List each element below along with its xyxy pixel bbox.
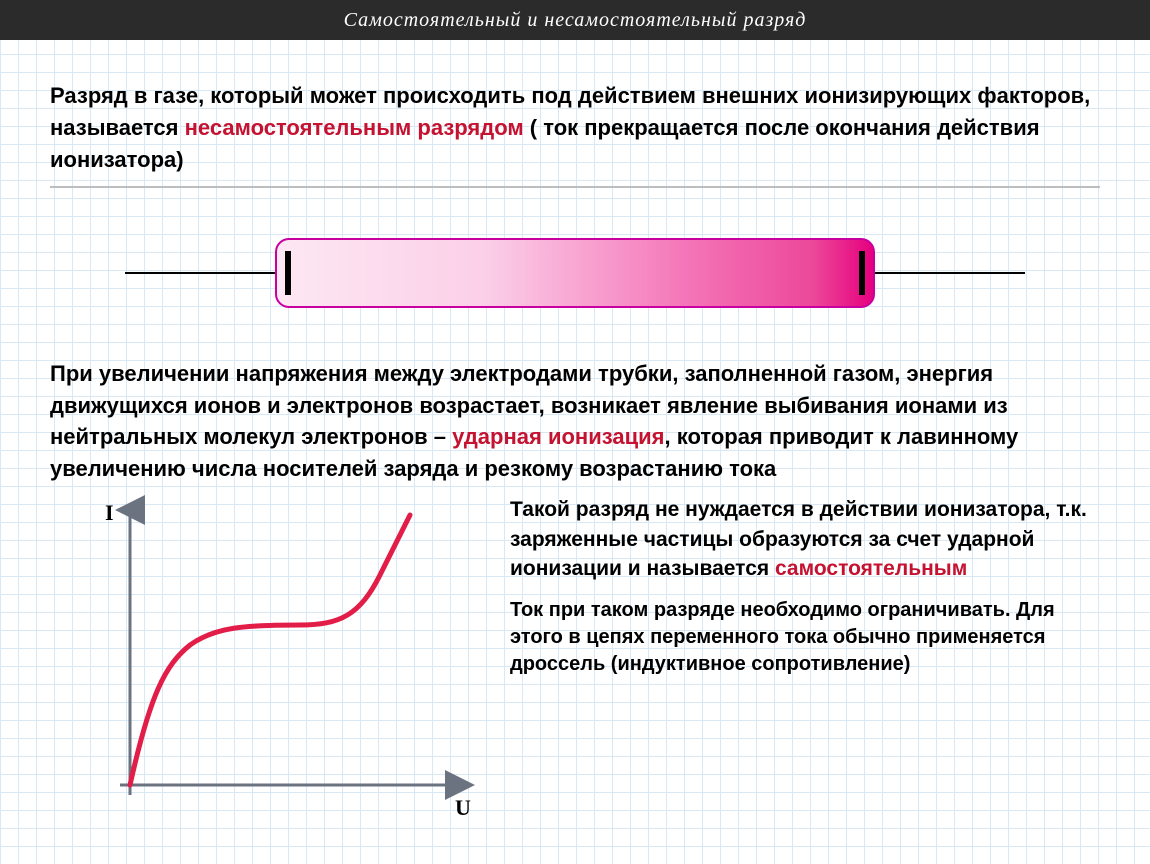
paragraph-4: Ток при таком разряде необходимо огранич… (510, 597, 1100, 678)
paragraph-3: Такой разряд не нуждается в действии ион… (510, 495, 1100, 583)
electrode-left (285, 251, 291, 295)
tube-wire-left (125, 272, 275, 274)
header-title: Самостоятельный и несамостоятельный разр… (344, 9, 807, 31)
electrode-right (859, 251, 865, 295)
gas-tube-diagram (125, 228, 1025, 318)
y-axis-label: I (105, 500, 114, 525)
iv-curve (130, 515, 410, 785)
divider (50, 186, 1100, 188)
para3-red: самостоятельным (775, 557, 967, 580)
text-column: Такой разряд не нуждается в действии ион… (510, 495, 1100, 830)
chart-column: I U (50, 495, 480, 830)
x-axis-label: U (455, 795, 471, 820)
para2-red: ударная ионизация (452, 424, 664, 449)
tube-wire-right (875, 272, 1025, 274)
paragraph-1: Разряд в газе, который может происходить… (50, 80, 1100, 176)
paragraph-2: При увеличении напряжения между электрод… (50, 358, 1100, 486)
iv-chart: I U (50, 495, 480, 825)
para1-red: несамостоятельным разрядом (185, 115, 524, 140)
lower-section: I U Такой разряд не нуждается в действии… (50, 495, 1100, 830)
para4-text1: Ток при таком разряде необходимо огранич… (510, 599, 1055, 675)
page-header: Самостоятельный и несамостоятельный разр… (0, 0, 1150, 40)
slide-content: Разряд в газе, который может происходить… (0, 40, 1150, 830)
tube-body (275, 238, 875, 308)
